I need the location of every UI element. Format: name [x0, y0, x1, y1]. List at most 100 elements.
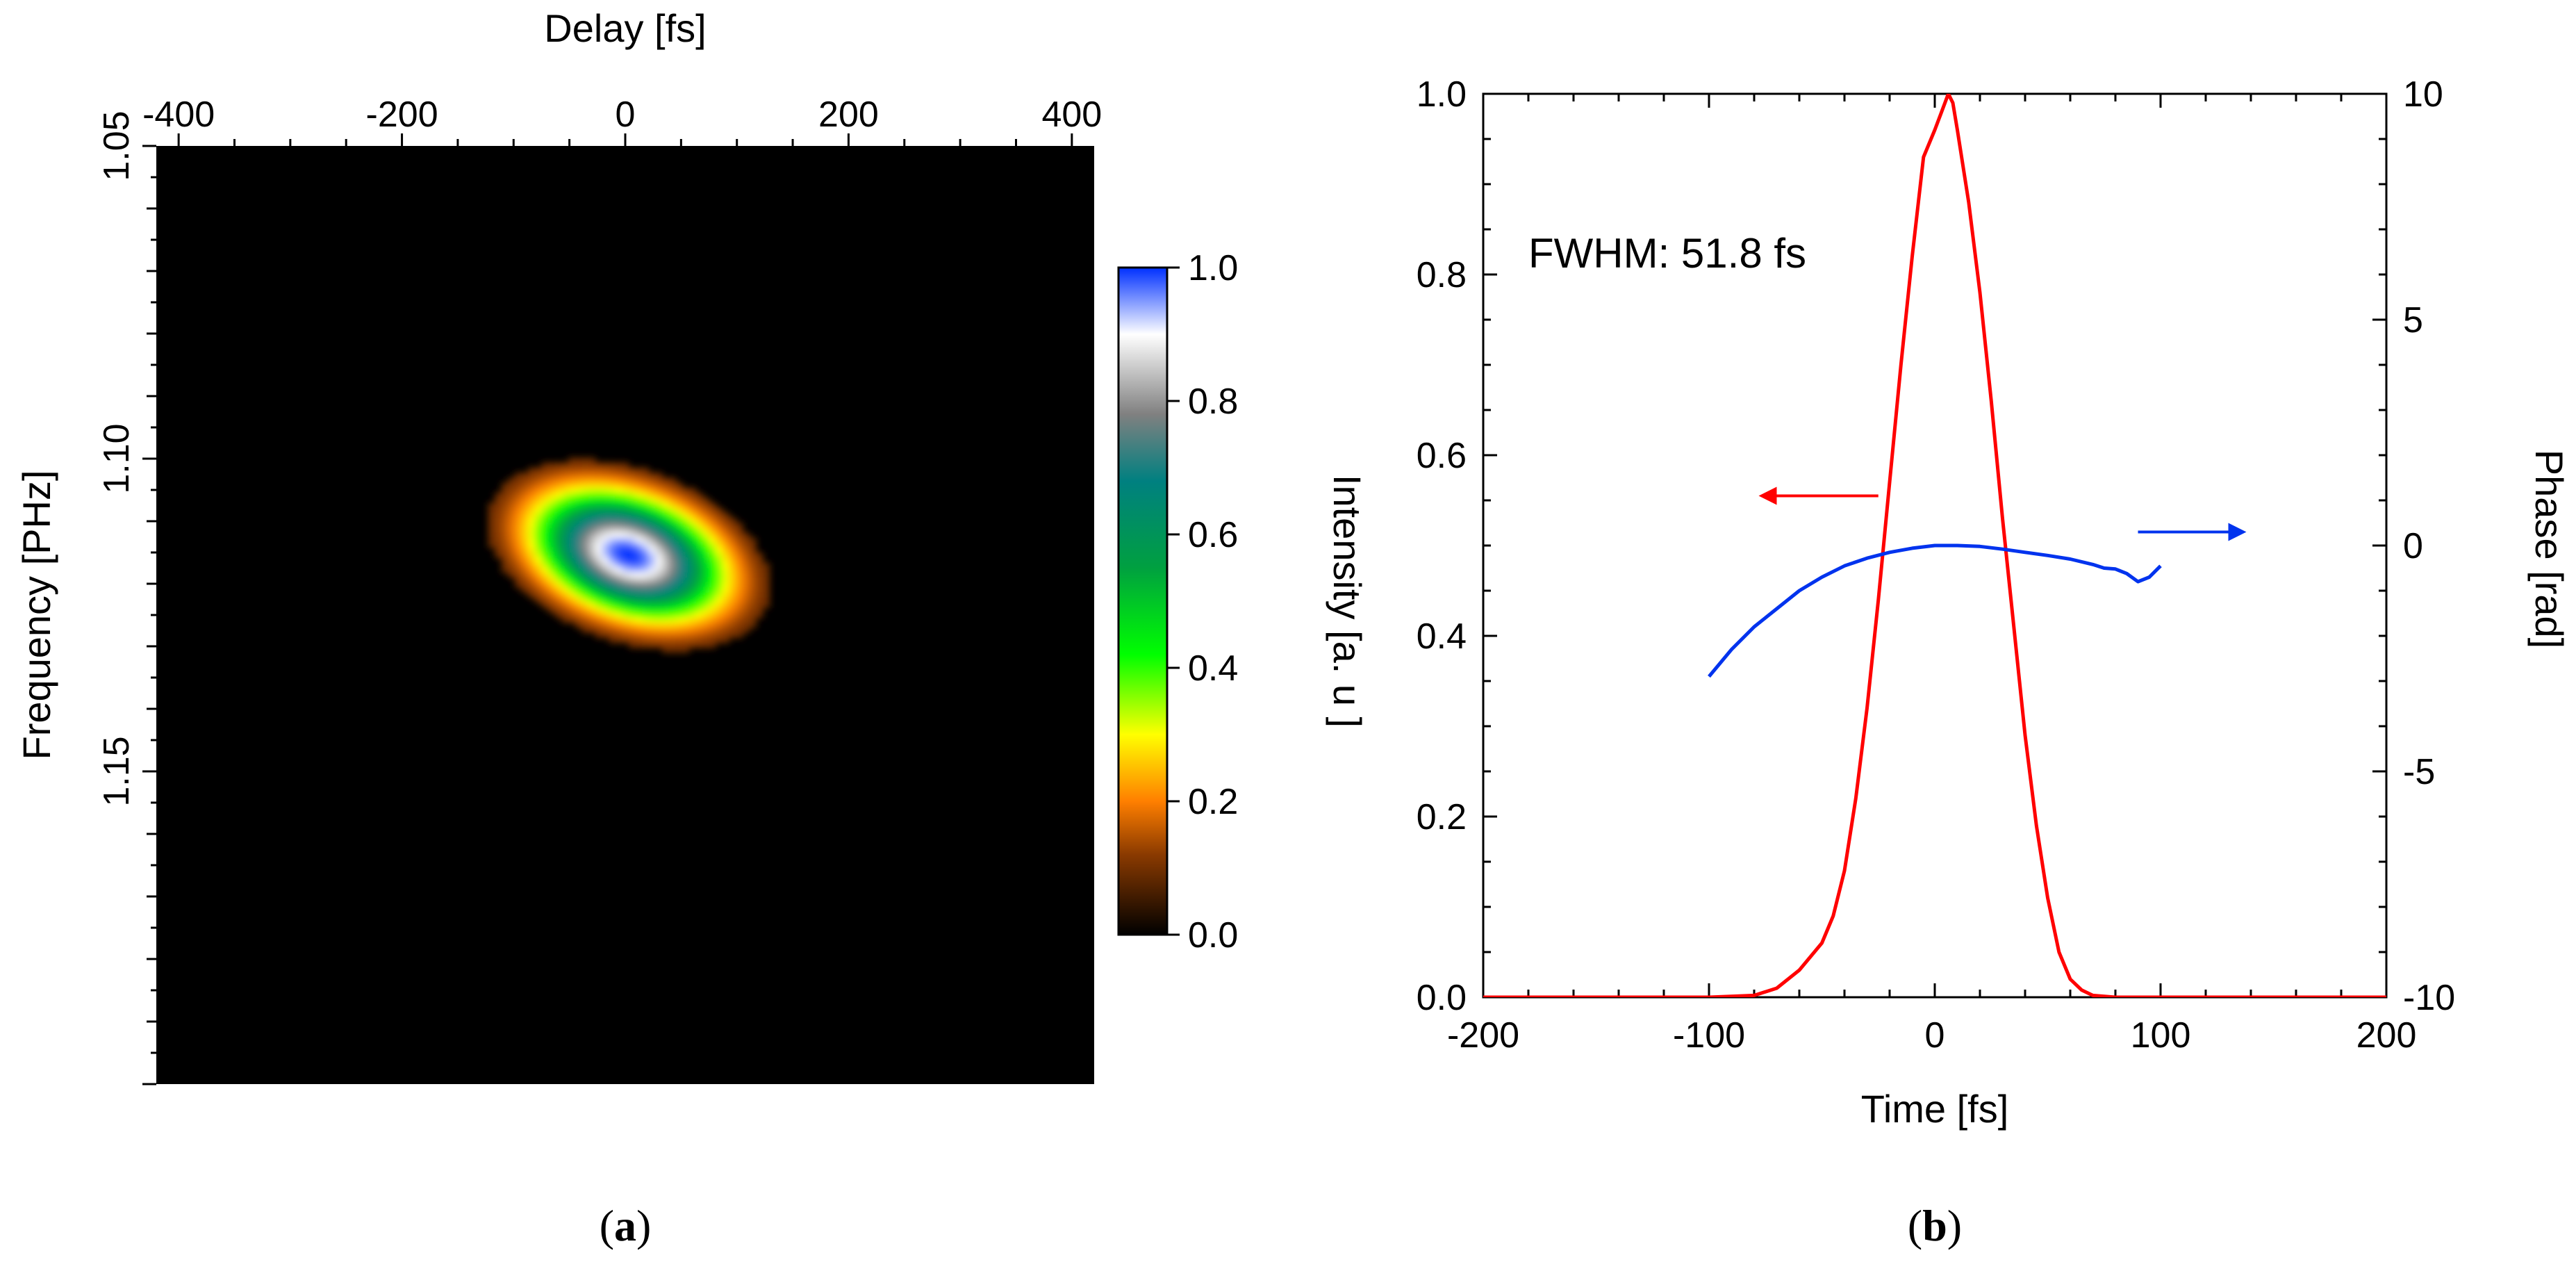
heat-cell [709, 628, 717, 634]
heat-cell [655, 472, 663, 478]
heat-cell [548, 482, 556, 489]
heat-cell [541, 497, 550, 503]
heat-cell [575, 557, 583, 564]
heat-cell [561, 527, 570, 534]
heat-cell [729, 607, 737, 614]
heat-cell [722, 607, 730, 614]
heat-cell [581, 552, 589, 559]
heat-cell [642, 512, 650, 518]
heat-cell [554, 582, 563, 589]
heat-cell [581, 547, 589, 553]
line-right-y-ticks: -10 -5 0 5 10 [2372, 74, 2455, 1018]
heat-cell [541, 597, 550, 603]
heat-cell [501, 487, 509, 493]
heat-cell [622, 603, 629, 609]
heat-cell [756, 607, 763, 614]
heat-cell [722, 557, 730, 564]
heat-cell [642, 522, 650, 528]
heat-cell [534, 542, 543, 548]
heat-cell [702, 597, 710, 603]
heat-cell [736, 622, 743, 628]
heat-cell [648, 482, 657, 489]
heat-cell [622, 632, 629, 639]
heat-cell [508, 567, 515, 573]
heat-cell [762, 587, 770, 593]
heat-cell [729, 522, 737, 528]
heatmap-x-tick-label: 400 [1041, 95, 1102, 135]
heat-cell [521, 542, 529, 548]
heat-cell [575, 572, 583, 578]
heat-cell [568, 472, 576, 478]
heat-cell [508, 497, 515, 503]
heat-cell [662, 492, 670, 498]
heat-cell [668, 532, 677, 539]
heat-cell [702, 507, 710, 514]
heat-cell [534, 472, 543, 478]
heat-cell [508, 532, 515, 539]
heat-cell [675, 532, 683, 539]
heat-cell [668, 562, 677, 568]
heat-cell [642, 587, 650, 593]
heat-cell [736, 557, 743, 564]
heat-cell [602, 628, 609, 634]
heat-cell [749, 592, 757, 598]
heat-cell [695, 592, 703, 598]
heat-cell [568, 512, 576, 518]
heat-cell [648, 592, 657, 598]
heat-cell [602, 482, 609, 489]
heat-cell [756, 592, 763, 598]
heat-cell [729, 612, 737, 618]
heat-cell [588, 607, 596, 614]
heat-cell [655, 507, 663, 514]
heat-cell [749, 607, 757, 614]
heat-cell [695, 603, 703, 609]
heat-cell [682, 492, 690, 498]
heat-cell [608, 487, 616, 493]
heat-cell [635, 522, 643, 528]
heat-cell [662, 607, 670, 614]
heat-cell [608, 592, 616, 598]
heat-cell [709, 607, 717, 614]
heat-cell [568, 557, 576, 564]
heat-cell [595, 507, 603, 514]
heat-cell [622, 562, 629, 568]
line-x-tick-label: -200 [1447, 1015, 1519, 1056]
heat-cell [554, 477, 563, 484]
heat-cell [742, 547, 750, 553]
heat-cell [534, 497, 543, 503]
heat-cell [615, 562, 623, 568]
heat-cell [756, 612, 763, 618]
heat-cell [682, 597, 690, 603]
heat-cell [682, 502, 690, 509]
heat-cell [521, 552, 529, 559]
heat-cell [568, 477, 576, 484]
heat-cell [702, 603, 710, 609]
heat-cell [608, 482, 616, 489]
heat-cell [575, 567, 583, 573]
heat-cell [628, 502, 636, 509]
heat-cell [642, 507, 650, 514]
heat-cell [615, 632, 623, 639]
heat-cell [548, 532, 556, 539]
heat-cell [662, 642, 670, 648]
heat-cell [508, 487, 515, 493]
heat-cell [501, 562, 509, 568]
heat-cell [722, 537, 730, 543]
heat-cell [709, 557, 717, 564]
heat-cell [575, 547, 583, 553]
heat-cell [742, 562, 750, 568]
heat-cell [668, 542, 677, 548]
heat-cell [648, 552, 657, 559]
heat-cell [514, 572, 522, 578]
heat-cell [642, 617, 650, 623]
heat-cell [682, 487, 690, 493]
heat-cell [528, 532, 536, 539]
heat-cell [635, 562, 643, 568]
heat-cell [494, 507, 502, 514]
heat-cell [695, 628, 703, 634]
heat-cell [682, 603, 690, 609]
heat-cell [635, 592, 643, 598]
heat-cell [622, 512, 629, 518]
heat-cell [635, 567, 643, 573]
heat-cell [568, 467, 576, 473]
